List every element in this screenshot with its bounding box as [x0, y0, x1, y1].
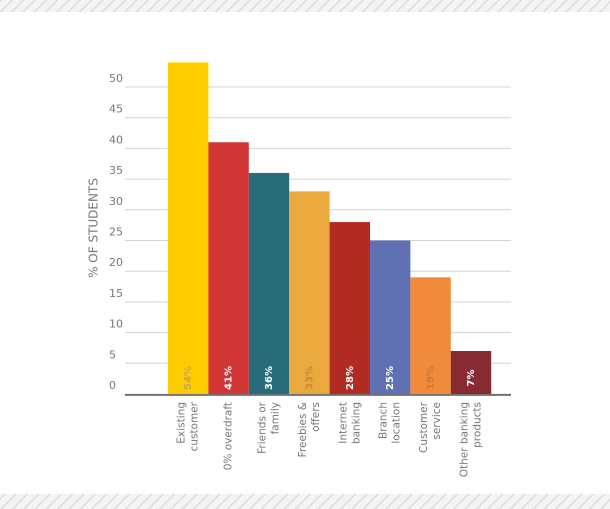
y-tick-label: 30 [109, 195, 123, 208]
value-label: 54% [183, 366, 194, 390]
y-axis-label: % OF STUDENTS [87, 178, 101, 278]
y-tick-label: 10 [109, 318, 123, 331]
value-label: 36% [264, 366, 275, 390]
value-label: 41% [224, 366, 235, 390]
value-label: 19% [426, 366, 437, 390]
x-tick-label: Customerservice [418, 401, 443, 453]
top-stripe [0, 0, 610, 12]
value-label: 25% [385, 366, 396, 390]
bar [208, 142, 249, 394]
value-label: 33% [304, 366, 315, 390]
y-tick-label: 15 [109, 287, 123, 300]
y-tick-label: 35 [109, 164, 123, 177]
y-tick-label: 40 [109, 133, 123, 146]
y-tick-label: 0 [109, 379, 116, 392]
bar [450, 351, 492, 394]
bar [168, 62, 209, 394]
bar [370, 240, 411, 394]
y-tick-label: 25 [109, 226, 123, 239]
bar [289, 191, 330, 394]
value-label: 7% [466, 370, 477, 387]
y-tick-label: 5 [109, 348, 116, 361]
x-tick-label: Freebies &offers [297, 402, 322, 457]
x-tick-label: 0% overdraft [223, 402, 235, 470]
x-tick-label: Existingcustomer [176, 401, 201, 451]
plot-area: 0 5 10 15 20 25 30 35 40 45 50 54% Existingcustomer 4… [109, 62, 511, 477]
x-tick-label: Friends orfamily [257, 401, 282, 454]
x-tick-label: Other bankingproducts [459, 402, 484, 477]
x-tick-label: Internetbanking [337, 402, 362, 444]
y-tick-label: 45 [109, 103, 123, 116]
bar [410, 277, 451, 394]
bar [329, 222, 370, 394]
value-label: 28% [345, 366, 356, 390]
bar [248, 172, 290, 394]
y-tick-label: 20 [109, 256, 123, 269]
x-tick-label: Branchlocation [378, 402, 403, 444]
bottom-stripe [0, 494, 610, 509]
y-tick-label: 50 [109, 72, 123, 85]
